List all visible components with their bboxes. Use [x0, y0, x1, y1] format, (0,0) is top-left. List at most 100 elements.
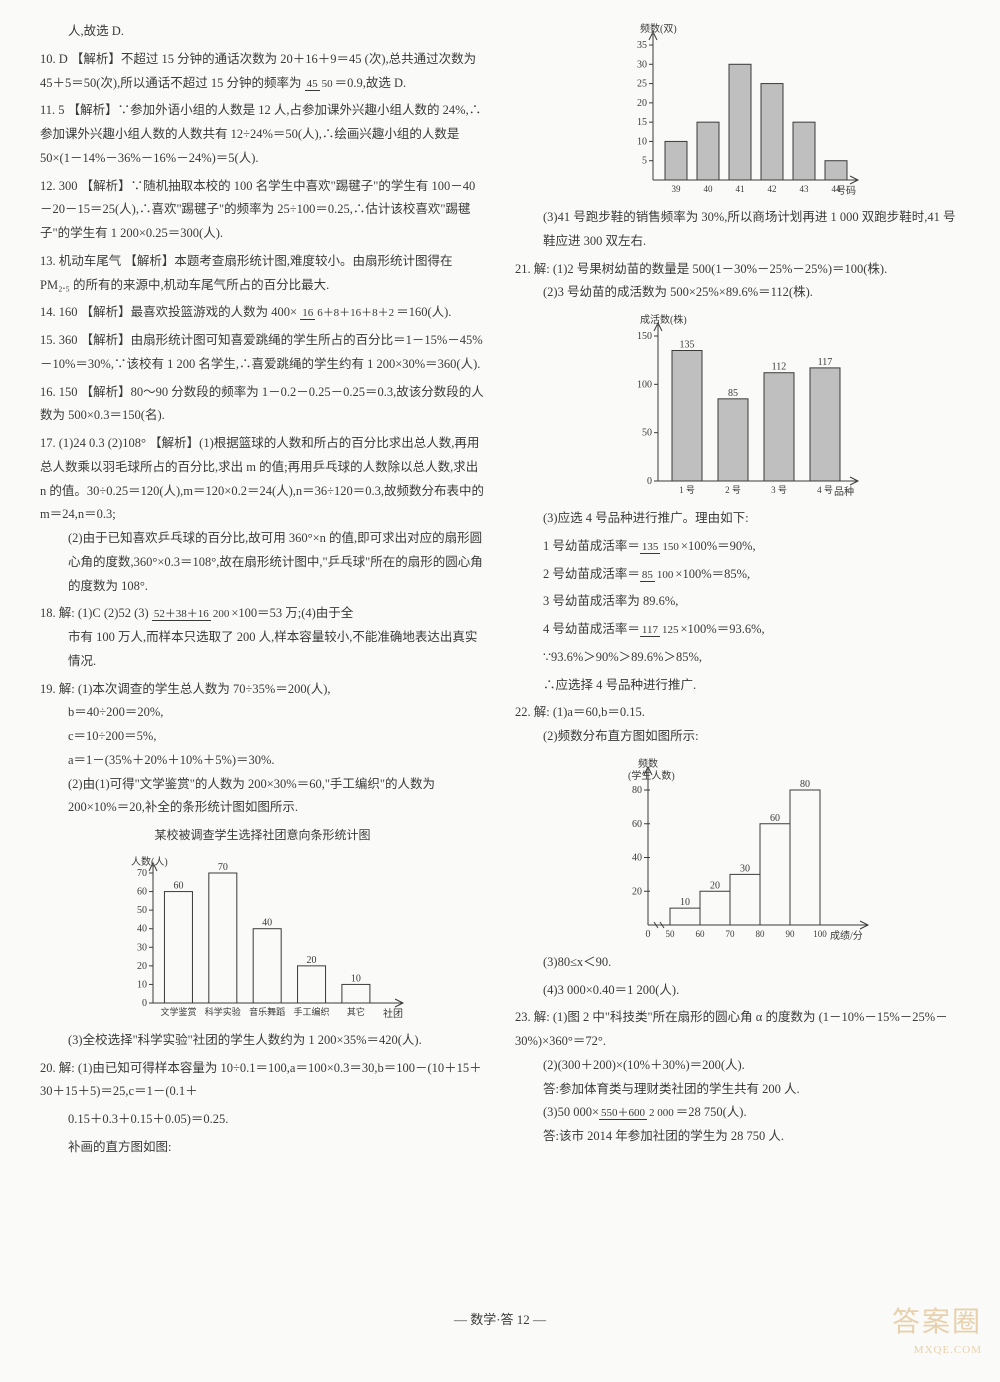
q11-text: 【解析】∵参加外语小组的人数是 12 人,占参加课外兴趣小组人数的 24%,∴参…: [40, 103, 481, 165]
q19-chart-title: 某校被调查学生选择社团意向条形统计图: [40, 824, 485, 847]
q20-p1b: 0.15＋0.3＋0.15＋0.05)＝0.25.: [40, 1108, 485, 1132]
q23-p2: (2)(300＋200)×(10%＋30%)＝200(人).: [515, 1054, 960, 1078]
q21-bar-chart: 成活数(株) 050100150 1351 号852 号1123 号1174 号…: [608, 311, 868, 501]
fraction: 550＋6002 000: [599, 1107, 676, 1119]
svg-text:0: 0: [142, 998, 147, 1009]
svg-text:80: 80: [755, 929, 765, 939]
svg-text:85: 85: [728, 388, 738, 399]
svg-text:其它: 其它: [346, 1006, 364, 1017]
q22-histogram: 频数 (学生人数) 20406080 1020306080 0506070809…: [598, 755, 878, 945]
q16-text: 【解析】80～90 分数段的频率为 1－0.2－0.25－0.25＝0.3,故该…: [40, 385, 484, 423]
q20-p1: (1)由已知可得样本容量为 10÷0.1＝100,a＝100×0.3＝30,b＝…: [40, 1061, 482, 1099]
svg-text:20: 20: [632, 886, 642, 897]
fraction: 117125: [640, 624, 681, 636]
svg-text:40: 40: [262, 918, 272, 929]
svg-text:社团: 社团: [383, 1007, 403, 1020]
svg-text:20: 20: [710, 880, 720, 891]
svg-text:70: 70: [725, 929, 735, 939]
q23-p4: (3)50 000×550＋6002 000＝28 750(人).: [515, 1101, 960, 1125]
svg-text:20: 20: [637, 98, 647, 109]
svg-text:0: 0: [645, 929, 650, 940]
svg-text:10: 10: [637, 136, 647, 147]
svg-text:30: 30: [137, 942, 147, 953]
q21-l3: 3 号幼苗成活率为 89.6%,: [515, 590, 960, 614]
q21-l4: 4 号幼苗成活率＝117125×100%＝93.6%,: [515, 618, 960, 642]
txt: ＝28 750(人).: [676, 1105, 747, 1119]
q18-mid: ×100＝53 万;(4)由于全: [231, 606, 353, 620]
watermark-sub: MXQE.COM: [914, 1340, 982, 1361]
q19-num: 19. 解:: [40, 682, 75, 696]
svg-text:80: 80: [632, 785, 642, 796]
svg-text:成绩/分: 成绩/分: [830, 929, 863, 942]
q20-p2: 补画的直方图如图:: [40, 1136, 485, 1160]
txt: ×100%＝90%,: [681, 539, 756, 553]
svg-text:35: 35: [637, 40, 647, 51]
q21-l5: ∵93.6%＞90%＞89.6%＞85%,: [515, 646, 960, 670]
svg-text:4 号: 4 号: [817, 485, 833, 495]
q20-bar-chart: 频数(双) 5101520253035 394041424344 号码: [608, 20, 868, 200]
q10-num: 10. D: [40, 52, 68, 66]
q19-p2: b＝40÷200＝20%,: [40, 701, 485, 725]
q19-p6: (3)全校选择"科学实验"社团的学生人数约为 1 200×35%＝420(人).: [40, 1029, 485, 1053]
svg-text:文学鉴赏: 文学鉴赏: [160, 1006, 196, 1017]
q23-p3: 答:参加体育类与理财类社团的学生共有 200 人.: [515, 1078, 960, 1102]
txt: 2 号幼苗成活率＝: [543, 567, 640, 581]
svg-text:音乐舞蹈: 音乐舞蹈: [249, 1006, 285, 1017]
svg-text:1 号: 1 号: [679, 485, 695, 495]
svg-text:15: 15: [637, 117, 647, 128]
fraction: 166＋8＋16＋8＋2: [300, 307, 396, 319]
q10-tail: ＝0.9,故选 D.: [335, 76, 407, 90]
svg-text:50: 50: [642, 428, 652, 439]
q16-num: 16. 150: [40, 385, 78, 399]
fraction: 4550: [305, 78, 335, 90]
svg-text:0: 0: [647, 476, 652, 487]
svg-text:117: 117: [817, 357, 832, 368]
svg-text:30: 30: [740, 863, 750, 874]
q14-num: 14. 160: [40, 305, 78, 319]
q15-num: 15. 360: [40, 333, 78, 347]
q21-l2: 2 号幼苗成活率＝85100×100%＝85%,: [515, 563, 960, 587]
svg-text:10: 10: [137, 979, 147, 990]
q20-num: 20. 解:: [40, 1061, 75, 1075]
q19-bar-chart: 人数(人) 010203040506070 60文学鉴赏70科学实验40音乐舞蹈…: [113, 853, 413, 1023]
q13: 13. 机动车尾气 【解析】本题考查扇形统计图,难度较小。由扇形统计图得在 PM…: [40, 250, 485, 298]
q15: 15. 360 【解析】由扇形统计图可知喜爱跳绳的学生所占的百分比＝1－15%－…: [40, 329, 485, 377]
q19-p1: (1)本次调查的学生总人数为 70÷35%＝200(人),: [78, 682, 331, 696]
svg-text:60: 60: [632, 819, 642, 830]
fraction: 85100: [640, 569, 676, 581]
q11-num: 11. 5: [40, 103, 65, 117]
q20-p3: (3)41 号跑步鞋的销售频率为 30%,所以商场计划再进 1 000 双跑步鞋…: [515, 206, 960, 254]
q20-head: 20. 解: (1)由已知可得样本容量为 10÷0.1＝100,a＝100×0.…: [40, 1057, 485, 1105]
q14-pre: 【解析】最喜欢投篮游戏的人数为 400×: [81, 305, 297, 319]
svg-text:号码: 号码: [836, 185, 856, 197]
svg-text:40: 40: [703, 184, 713, 194]
svg-text:150: 150: [637, 331, 652, 342]
svg-text:40: 40: [632, 852, 642, 863]
txt: 4 号幼苗成活率＝: [543, 622, 640, 636]
q18-tail: 市有 100 万人,而样本只选取了 200 人,样本容量较小,不能准确地表达出真…: [40, 626, 485, 674]
q19-p5: (2)由(1)可得"文学鉴赏"的人数为 200×30%＝60,"手工编织"的人数…: [40, 773, 485, 821]
txt: ×100%＝85%,: [675, 567, 750, 581]
q17: 17. (1)24 0.3 (2)108° 【解析】(1)根据篮球的人数和所占的…: [40, 432, 485, 598]
q23-p1: (1)图 2 中"科技类"所在扇形的圆心角 α 的度数为 (1－10%－15%－…: [515, 1010, 948, 1048]
svg-text:50: 50: [665, 929, 675, 939]
q23-num: 23. 解:: [515, 1010, 550, 1024]
svg-text:成活数(株): 成活数(株): [640, 313, 687, 326]
q21-chart-wrap: 成活数(株) 050100150 1351 号852 号1123 号1174 号…: [515, 311, 960, 501]
q19: 19. 解: (1)本次调查的学生总人数为 70÷35%＝200(人), b＝4…: [40, 678, 485, 821]
svg-text:70: 70: [137, 868, 147, 879]
q9-tail: 人,故选 D.: [40, 20, 485, 44]
q22: 22. 解: (1)a＝60,b＝0.15. (2)频数分布直方图如图所示:: [515, 701, 960, 749]
svg-text:100: 100: [637, 379, 652, 390]
svg-text:品种: 品种: [834, 485, 854, 498]
q22-chart-wrap: 频数 (学生人数) 20406080 1020306080 0506070809…: [515, 755, 960, 945]
svg-text:80: 80: [800, 779, 810, 790]
q22-p1: (1)a＝60,b＝0.15.: [553, 705, 645, 719]
q13-num: 13. 机动车尾气: [40, 254, 121, 268]
svg-text:(学生人数): (学生人数): [628, 769, 675, 782]
svg-text:60: 60: [173, 880, 183, 891]
svg-text:3 号: 3 号: [771, 485, 787, 495]
q21-l1: 1 号幼苗成活率＝135150×100%＝90%,: [515, 535, 960, 559]
q18-num: 18. 解:: [40, 606, 75, 620]
svg-text:50: 50: [137, 905, 147, 916]
